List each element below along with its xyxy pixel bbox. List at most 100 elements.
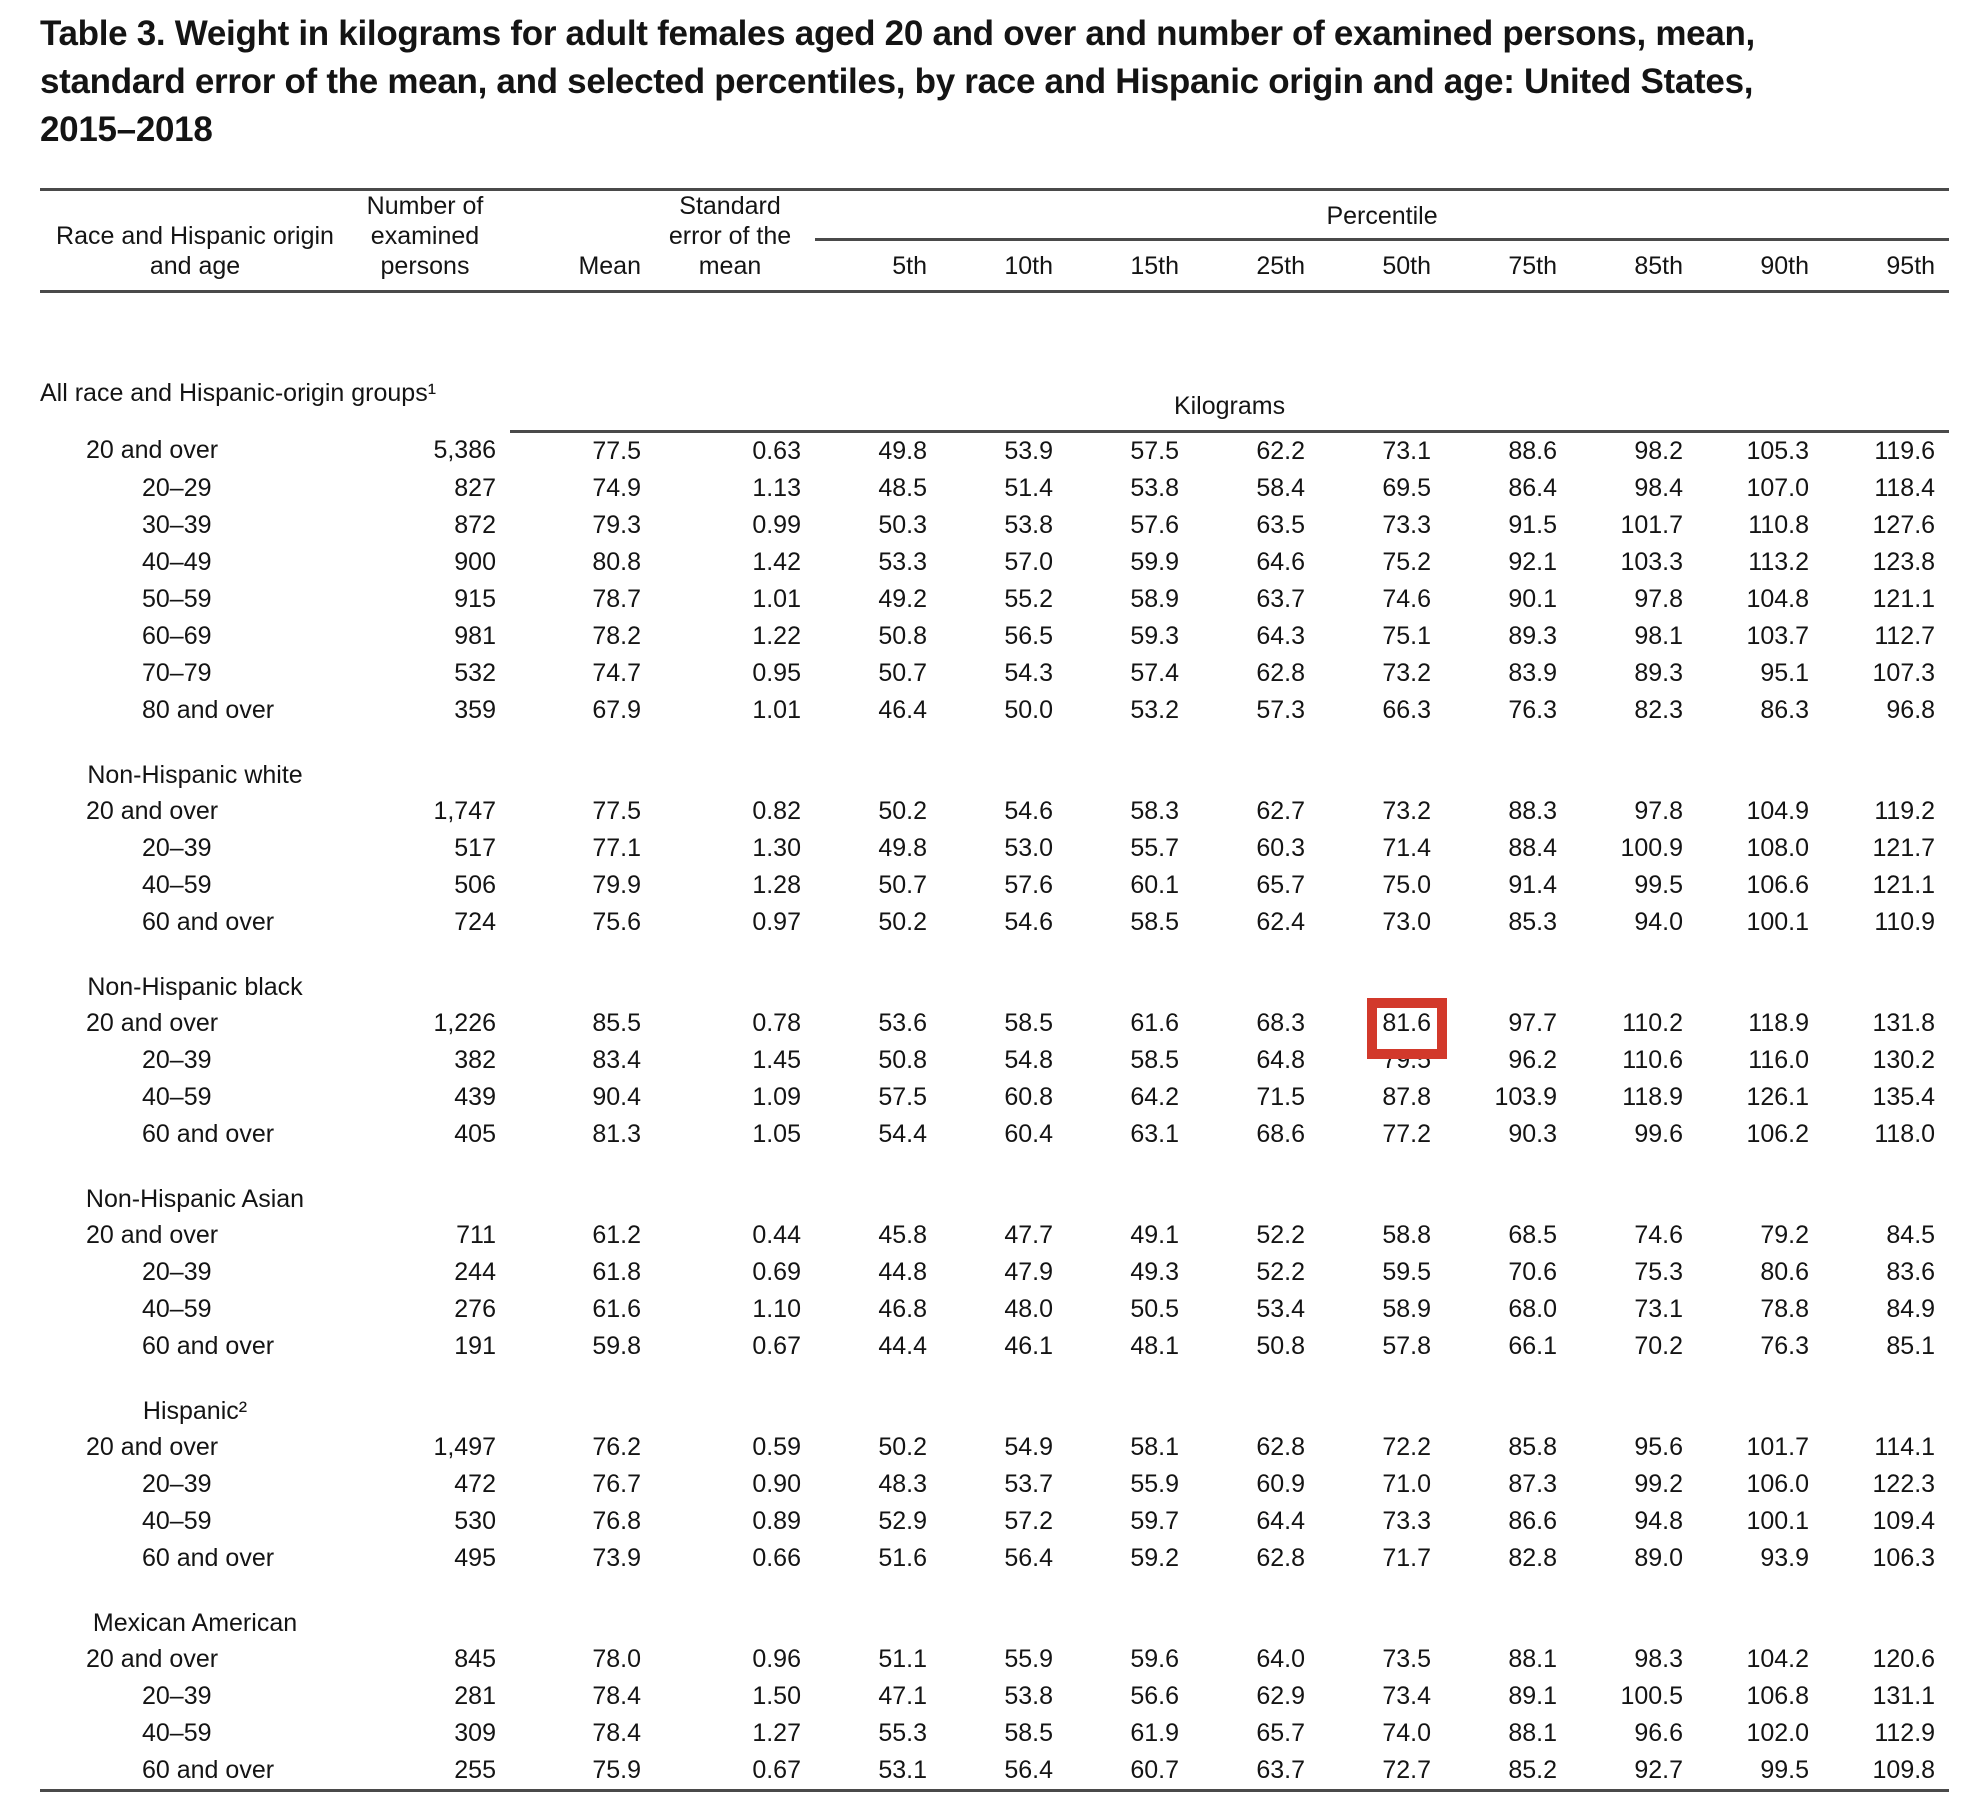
table-row: 60 and over 495 73.9 0.66 51.6 56.4 59.2 62.8 71…: [40, 1540, 1949, 1577]
table-cell: 53.7: [1004, 1469, 1053, 1498]
table-row: 60 and over 405 81.3 1.05 54.4 60.4 63.1 68.6 77…: [40, 1116, 1949, 1153]
table-cell: 84.9: [1886, 1294, 1936, 1323]
spacer-cell: [350, 941, 1949, 1005]
row-label: 20–29: [142, 473, 212, 502]
spacer-cell: [350, 292, 510, 432]
table-cell: 130.2: [1872, 1045, 1936, 1074]
table-cell: 90.3: [1508, 1119, 1557, 1148]
table-cell: 85.2: [1508, 1755, 1557, 1784]
table-cell: 981: [454, 621, 496, 650]
table-cell: 121.1: [1872, 870, 1936, 899]
table-cell: 50.8: [1256, 1331, 1305, 1360]
table-cell: 92.7: [1634, 1755, 1683, 1784]
row-label: 20–39: [142, 1045, 212, 1074]
table-cell: 89.3: [1508, 621, 1557, 650]
table-cell: 45.8: [878, 1220, 927, 1249]
table-cell: 100.1: [1746, 907, 1809, 936]
table-cell: 53.9: [1004, 436, 1053, 465]
table-cell: 64.3: [1256, 621, 1305, 650]
table-cell: 110.9: [1874, 907, 1936, 936]
table-cell: 135.4: [1872, 1082, 1936, 1111]
table-cell: 88.6: [1508, 436, 1557, 465]
table-cell: 46.4: [878, 695, 927, 724]
table-cell: 85.3: [1508, 907, 1557, 936]
table-cell: 77.5: [592, 436, 641, 465]
table-cell: 54.9: [1004, 1432, 1053, 1461]
row-label: 40–59: [142, 870, 212, 899]
table-cell: 86.6: [1508, 1506, 1557, 1535]
table-cell: 1,747: [433, 796, 496, 825]
table-cell: 56.4: [1004, 1543, 1053, 1572]
table-cell: 97.8: [1634, 796, 1683, 825]
table-cell: 724: [454, 907, 496, 936]
title-line-2: standard error of the mean, and selected…: [40, 62, 1754, 101]
table-cell: 48.3: [878, 1469, 927, 1498]
table-cell: 58.9: [1382, 1294, 1431, 1323]
table-row: 60–69 981 78.2 1.22 50.8 56.5 59.3 64.3 75.1 89.3…: [40, 618, 1949, 655]
table-cell: 53.6: [878, 1008, 927, 1037]
table-cell: 80.6: [1760, 1257, 1809, 1286]
table-cell: 0.66: [752, 1543, 801, 1572]
table-cell: 65.7: [1256, 870, 1305, 899]
table-cell: 103.3: [1620, 547, 1683, 576]
table-row: 20 and over 1,497 76.2 0.59 50.2 54.9 58.1 62.8…: [40, 1429, 1949, 1466]
table-cell: 93.9: [1760, 1543, 1809, 1572]
table-cell: 83.6: [1886, 1257, 1936, 1286]
table-cell: 64.4: [1256, 1506, 1305, 1535]
table-cell: 53.8: [1004, 1681, 1053, 1710]
table-cell: 89.1: [1508, 1681, 1557, 1710]
table-cell: 359: [454, 695, 496, 724]
table-row: 20 and over 5,386 77.5 0.63 49.8 53.9 57.5 62.2…: [40, 431, 1949, 470]
table-cell: 118.9: [1748, 1008, 1809, 1037]
table-cell: 61.6: [1130, 1008, 1179, 1037]
table-cell: 55.3: [878, 1718, 927, 1747]
table-cell: 1.30: [752, 833, 801, 862]
table-cell: 62.7: [1256, 796, 1305, 825]
table-cell: 59.5: [1382, 1257, 1431, 1286]
table-cell: 88.1: [1508, 1718, 1557, 1747]
title-line-3: 2015–2018: [40, 110, 213, 149]
table-cell: 96.8: [1886, 695, 1936, 724]
table-row: 30–39 872 79.3 0.99 50.3 53.8 57.6 63.5 73.3 91.5…: [40, 507, 1949, 544]
table-cell: 900: [454, 547, 496, 576]
row-label: 30–39: [142, 510, 212, 539]
table-cell: 50.2: [878, 796, 927, 825]
table-cell: 100.5: [1620, 1681, 1683, 1710]
column-group-percentile: Percentile: [815, 189, 1950, 241]
table-cell: 62.4: [1256, 907, 1305, 936]
row-label: 40–59: [142, 1294, 212, 1323]
column-header-mean: Mean: [510, 189, 655, 293]
table-cell: 51.6: [878, 1543, 927, 1572]
table-cell: 60.9: [1256, 1469, 1305, 1498]
table-cell: 108.0: [1746, 833, 1809, 862]
table-cell: 94.8: [1634, 1506, 1683, 1535]
table-cell: 46.1: [1004, 1331, 1053, 1360]
table-cell: 86.3: [1760, 695, 1809, 724]
table-cell: 73.3: [1382, 510, 1431, 539]
table-cell: 79.3: [592, 510, 641, 539]
table-cell: 77.5: [592, 796, 641, 825]
row-label: 20 and over: [86, 435, 219, 464]
table-cell: 61.9: [1130, 1718, 1179, 1747]
table-cell: 62.8: [1256, 1543, 1305, 1572]
table-row: 60 and over 191 59.8 0.67 44.4 46.1 48.1 50.8 57…: [40, 1328, 1949, 1365]
table-cell: 101.7: [1746, 1432, 1809, 1461]
table-cell: 122.3: [1872, 1469, 1936, 1498]
table-cell: 276: [454, 1294, 496, 1323]
column-header-se: Standard error of the mean: [655, 189, 815, 293]
table-row: 20–29 827 74.9 1.13 48.5 51.4 53.8 58.4 69.5 86.4…: [40, 470, 1949, 507]
row-label: 20 and over: [86, 1008, 219, 1037]
table-cell: 66.3: [1382, 695, 1431, 724]
table-cell: 88.1: [1508, 1644, 1557, 1673]
table-cell: 90.1: [1508, 584, 1557, 613]
table-cell: 62.2: [1256, 436, 1305, 465]
table-cell: 57.2: [1004, 1506, 1053, 1535]
header-row-groups: Race and Hispanic origin and age Number …: [40, 189, 1950, 293]
table-cell: 54.4: [878, 1119, 927, 1148]
table-cell: 281: [454, 1681, 496, 1710]
table-row: 20 and over 1,747 77.5 0.82 50.2 54.6 58.3 62.7…: [40, 793, 1949, 830]
column-header-75th: 75th: [1445, 239, 1571, 294]
section-label: Non-Hispanic black: [87, 972, 303, 1001]
table-cell: 106.8: [1746, 1681, 1809, 1710]
table-cell: 112.7: [1874, 621, 1936, 650]
